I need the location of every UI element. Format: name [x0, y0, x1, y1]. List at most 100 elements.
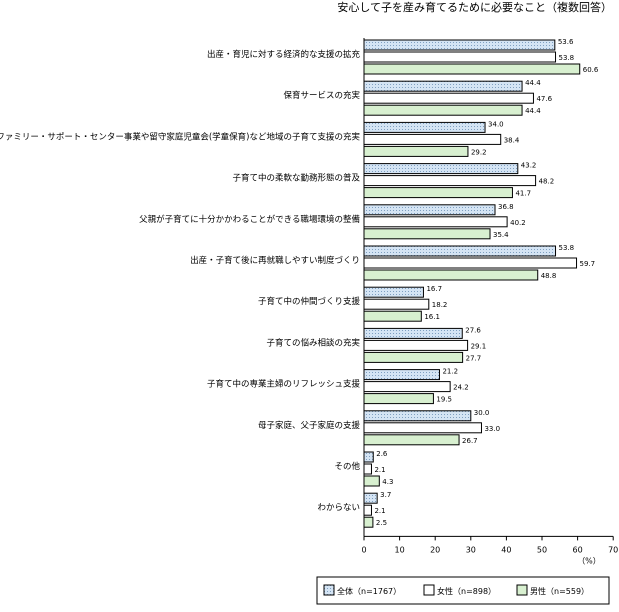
bar-男性（n=559） [363, 516, 374, 528]
value-label: 53.8 [559, 244, 575, 252]
legend-swatch [423, 584, 435, 596]
x-tick-label: 30 [466, 545, 476, 554]
category-label: 子育て中の柔軟な勤務形態の普及 [232, 173, 360, 184]
value-label: 4.3 [382, 478, 393, 486]
value-label: 48.8 [541, 272, 557, 280]
value-label: 24.2 [453, 384, 469, 392]
bar-男性（n=559） [363, 475, 380, 487]
value-label: 36.8 [498, 203, 514, 211]
bar-全体（n=1767） [363, 369, 440, 381]
category-label: 父親が子育てに十分かかわることができる職場環境の整備 [139, 214, 360, 225]
value-label: 29.1 [471, 342, 487, 350]
value-label: 27.6 [465, 326, 481, 334]
value-label: 26.7 [462, 437, 478, 445]
bar-全体（n=1767） [363, 39, 556, 51]
bar-男性（n=559） [363, 269, 539, 281]
bar-女性（n=898） [363, 422, 482, 434]
bar-女性（n=898） [363, 257, 578, 269]
value-label: 29.2 [471, 148, 487, 156]
legend-swatch [323, 584, 335, 596]
legend: 全体（n=1767） 女性（n=898） 男性（n=559） [316, 576, 610, 605]
value-label: 18.2 [432, 301, 448, 309]
legend-box [316, 576, 610, 605]
value-label: 59.7 [580, 260, 596, 268]
bar-全体（n=1767） [363, 492, 378, 504]
value-label: 48.2 [539, 178, 555, 186]
bar-全体（n=1767） [363, 286, 424, 298]
value-label: 53.8 [559, 54, 575, 62]
value-label: 16.7 [426, 285, 442, 293]
category-label: 子育ての悩み相談の充実 [266, 337, 360, 348]
value-label: 21.2 [442, 368, 458, 376]
bar-女性（n=898） [363, 298, 430, 310]
value-label: 19.5 [436, 396, 452, 404]
value-label: 2.6 [376, 450, 388, 458]
value-label: 44.4 [525, 107, 541, 115]
category-label: 出産・育児に対する経済的な支援の拡充 [207, 49, 361, 60]
legend-entry: 全体（n=1767） [337, 586, 401, 596]
value-label: 16.1 [424, 313, 440, 321]
x-tick-label: 70 [608, 545, 618, 554]
bar-男性（n=559） [363, 310, 422, 322]
value-label: 2.5 [376, 519, 387, 527]
chart-title: 安心して子を産み育てるために必要なこと（複数回答） [337, 0, 612, 14]
bar-全体（n=1767） [363, 80, 523, 92]
bar-男性（n=559） [363, 351, 464, 363]
bar-女性（n=898） [363, 504, 372, 516]
legend-entry: 女性（n=898） [437, 586, 496, 596]
category-label: その他 [334, 461, 360, 472]
value-label: 40.2 [510, 219, 526, 227]
bar-男性（n=559） [363, 145, 469, 157]
bar-男性（n=559） [363, 63, 581, 75]
category-label: 出産・子育て後に再就職しやすい制度づくり [190, 255, 360, 266]
bar-女性（n=898） [363, 51, 557, 63]
value-label: 60.6 [583, 66, 599, 74]
x-axis: 0 10 20 30 40 50 60 70 （%） [361, 38, 618, 565]
value-label: 27.7 [466, 354, 482, 362]
bar-女性（n=898） [363, 133, 502, 145]
bar-全体（n=1767） [363, 410, 472, 422]
value-label: 44.4 [525, 79, 541, 87]
legend-entry: 男性（n=559） [530, 586, 589, 596]
value-label: 34.0 [488, 120, 504, 128]
bar-全体（n=1767） [363, 121, 486, 133]
bar-全体（n=1767） [363, 163, 519, 175]
x-tick-label: 0 [361, 545, 366, 554]
bar-女性（n=898） [363, 381, 451, 393]
category-label: ファミリー・サポート・センター事業や留守家庭児童会(学童保育)など地域の子育て支… [0, 131, 360, 142]
value-label: 38.4 [504, 136, 520, 144]
value-label: 30.0 [474, 409, 490, 417]
value-label: 53.6 [558, 38, 574, 46]
legend-swatch [516, 584, 528, 596]
bar-男性（n=559） [363, 187, 513, 199]
x-tick-label: 50 [537, 545, 547, 554]
bar-全体（n=1767） [363, 327, 463, 339]
bar-全体（n=1767） [363, 204, 496, 216]
bar-女性（n=898） [363, 463, 372, 475]
bar-女性（n=898） [363, 175, 537, 187]
bar-男性（n=559） [363, 434, 460, 446]
value-label: 43.2 [521, 162, 537, 170]
x-tick-label: 20 [430, 545, 440, 554]
bar-全体（n=1767） [363, 245, 557, 257]
x-tick-label: 60 [573, 545, 583, 554]
category-label: 保育サービスの充実 [283, 90, 360, 101]
value-label: 47.6 [536, 95, 552, 103]
bar-女性（n=898） [363, 92, 534, 104]
category-label: わからない [317, 503, 360, 513]
category-label: 子育て中の専業主婦のリフレッシュ支援 [207, 379, 361, 390]
plot-area: 出産・育児に対する経済的な支援の拡充 53.6 53.8 60.6 保育サービスの充実 4… [0, 38, 599, 528]
value-label: 3.7 [380, 491, 391, 499]
bar-男性（n=559） [363, 228, 491, 240]
bar-男性（n=559） [363, 104, 523, 116]
category-label: 母子家庭、父子家庭の支援 [258, 420, 361, 431]
bar-男性（n=559） [363, 393, 434, 405]
category-label: 子育て中の仲間づくり支援 [258, 296, 361, 307]
x-axis-label: （%） [577, 556, 601, 565]
value-label: 35.4 [493, 231, 509, 239]
bar-全体（n=1767） [363, 451, 374, 463]
value-label: 2.1 [374, 466, 385, 474]
bar-女性（n=898） [363, 339, 469, 351]
value-label: 33.0 [484, 425, 500, 433]
